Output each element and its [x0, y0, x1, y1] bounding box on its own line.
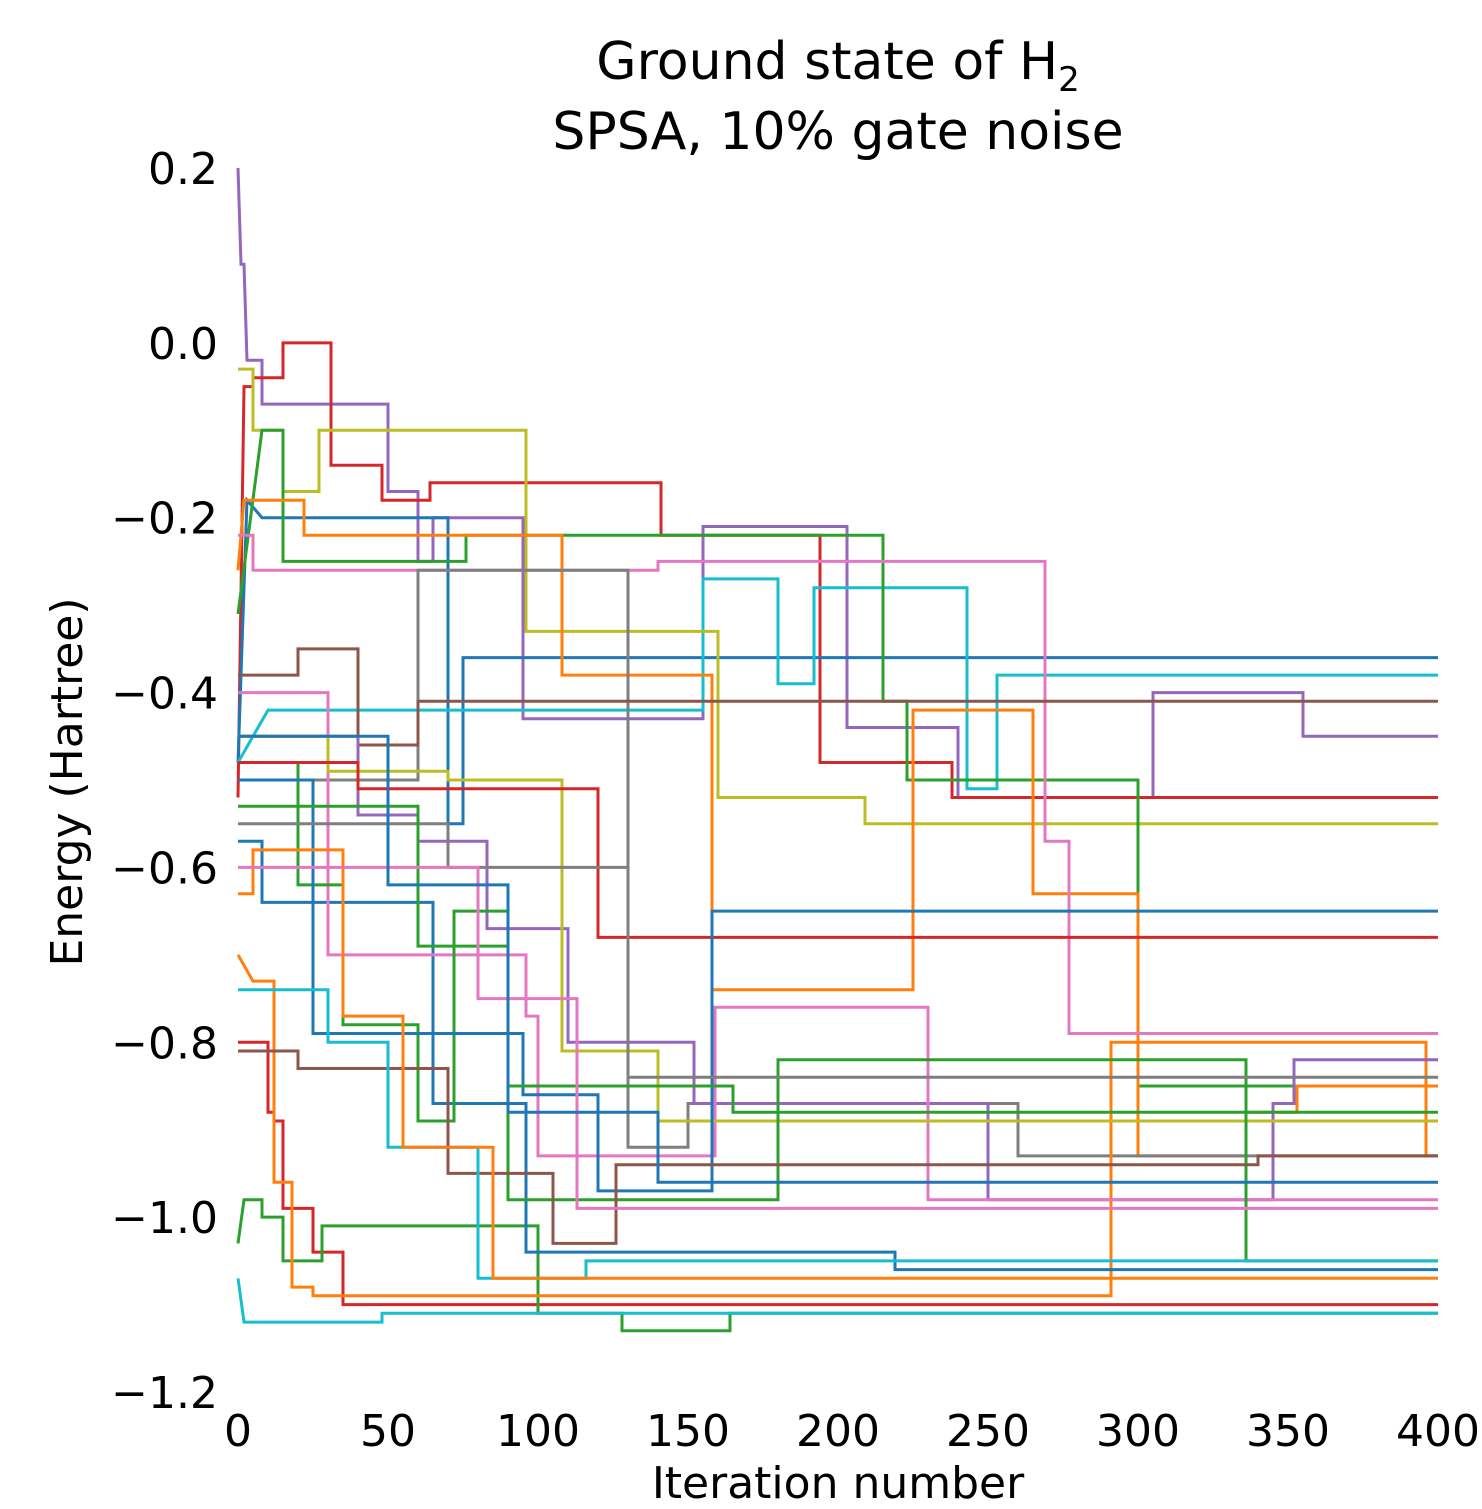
chart-title-text: Ground state of H — [596, 32, 1059, 92]
x-tick-label: 400 — [1396, 1406, 1480, 1457]
x-axis-label: Iteration number — [651, 1458, 1025, 1509]
series-line-24 — [238, 822, 1438, 1079]
series-line-20 — [238, 761, 1438, 939]
chart-title-line2: SPSA, 10% gate noise — [552, 102, 1124, 162]
chart-title-subscript: 2 — [1058, 60, 1080, 100]
series-line-25 — [238, 848, 1438, 1280]
x-tick-label: 50 — [360, 1406, 416, 1457]
x-tick-label: 100 — [496, 1406, 580, 1457]
x-tick-label: 250 — [946, 1406, 1030, 1457]
x-tick-label: 300 — [1096, 1406, 1180, 1457]
y-tick-label: −0.8 — [111, 1018, 218, 1069]
y-tick-labels: 0.2 0.0 −0.2 −0.4 −0.6 −0.8 −1.0 −1.2 — [111, 144, 218, 1419]
series-line-21 — [238, 778, 1438, 1193]
y-tick-label: 0.0 — [148, 319, 218, 370]
series-line-5 — [238, 367, 1438, 826]
y-tick-label: −1.2 — [111, 1368, 218, 1419]
series-line-12 — [236, 1198, 1438, 1333]
x-tick-labels: 0 50 100 150 200 250 300 350 400 — [224, 1406, 1480, 1457]
x-tick-label: 150 — [646, 1406, 730, 1457]
y-tick-label: −0.4 — [111, 669, 218, 720]
series-line-6 — [236, 428, 1438, 1088]
y-tick-label: 0.2 — [148, 144, 218, 195]
series-line-19 — [238, 761, 1438, 1263]
series-line-11 — [238, 1040, 1438, 1307]
series-line-27 — [238, 865, 1438, 1210]
series-layer — [236, 167, 1438, 1333]
series-line-13 — [236, 1278, 1438, 1324]
chart-title-line1: Ground state of H2 — [596, 36, 1079, 97]
x-tick-label: 0 — [224, 1406, 252, 1457]
y-tick-label: −0.2 — [111, 494, 218, 545]
y-tick-label: −1.0 — [111, 1193, 218, 1244]
x-tick-label: 350 — [1246, 1406, 1330, 1457]
series-line-4 — [236, 577, 1438, 791]
x-tick-label: 200 — [796, 1406, 880, 1457]
y-tick-label: −0.6 — [111, 843, 218, 894]
series-line-14 — [236, 954, 1438, 1298]
y-axis-label: Energy (Hartree) — [42, 597, 93, 967]
series-line-16 — [238, 734, 1438, 1202]
series-line-28 — [238, 734, 1438, 1184]
series-line-22 — [238, 1049, 1438, 1245]
series-line-10 — [238, 647, 1438, 747]
series-line-3 — [236, 496, 1438, 826]
